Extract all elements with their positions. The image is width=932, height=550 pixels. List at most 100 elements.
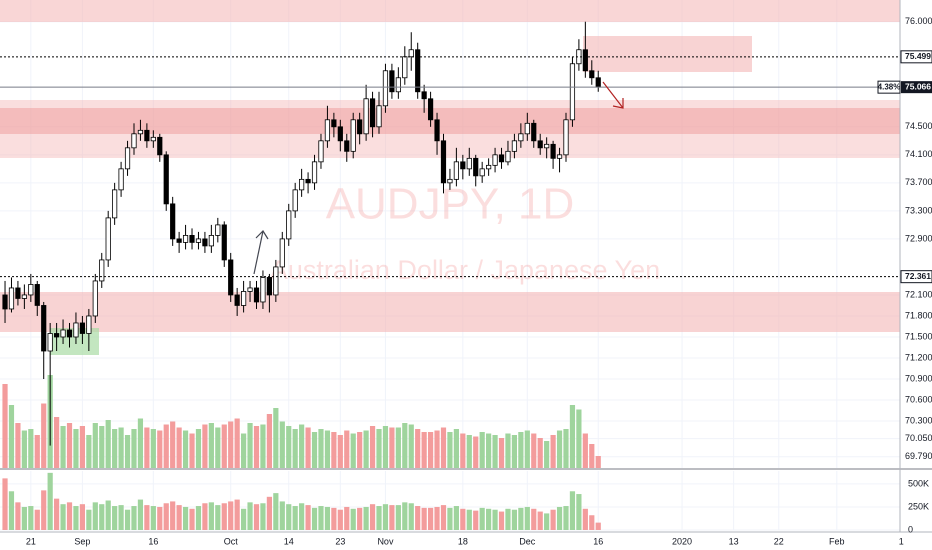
volume-overlay-bar <box>473 436 479 468</box>
volume-overlay-bar <box>34 435 40 468</box>
candle-body <box>524 122 530 135</box>
x-tick-label: 14 <box>284 536 294 546</box>
volume-bar <box>563 506 569 530</box>
volume-overlay-bar <box>228 421 234 468</box>
volume-overlay-bar <box>427 432 434 468</box>
candle-body <box>66 329 73 338</box>
candle-body <box>292 189 298 212</box>
volume-bar <box>434 506 440 530</box>
y-tick-label: 71.500 <box>905 331 932 341</box>
candle-body <box>402 56 408 79</box>
candle-body <box>537 140 543 149</box>
volume-bar <box>544 513 550 530</box>
volume-bar <box>15 502 21 530</box>
volume-overlay-bar <box>447 432 453 468</box>
volume-overlay-bar <box>86 435 92 468</box>
volume-bar <box>389 505 395 530</box>
candle-body <box>189 235 195 243</box>
candle-body <box>253 287 260 303</box>
candle-body <box>447 178 453 184</box>
candle-body <box>440 140 447 184</box>
volume-bar <box>28 506 34 530</box>
zone <box>0 0 900 22</box>
candle-body <box>241 291 247 306</box>
volume-bar <box>131 506 137 530</box>
volume-bar <box>260 503 266 530</box>
candle-body <box>505 150 511 163</box>
volume-bar <box>79 504 86 530</box>
volume-overlay-bar <box>176 427 182 468</box>
volume-overlay-bar <box>421 432 427 468</box>
volume-bar <box>202 503 208 530</box>
volume-bar <box>299 503 305 530</box>
y-tick-label: 70.900 <box>905 373 932 383</box>
volume-bar <box>253 504 260 530</box>
volume-overlay-bar <box>2 384 8 468</box>
candle-body <box>318 140 324 163</box>
volume-overlay-bar <box>305 427 311 468</box>
candle-body <box>389 70 395 93</box>
x-tick-label: 23 <box>335 536 345 546</box>
y-tick-label: 72.900 <box>905 233 932 243</box>
drawings: AUDJPY, 1D Australian Dollar / Japanese … <box>0 0 900 355</box>
volume-overlay-bar <box>376 429 382 468</box>
candle-body <box>589 70 595 79</box>
candle-body <box>395 77 401 93</box>
volume-bar <box>73 506 79 530</box>
volume-bar <box>47 472 53 530</box>
candle-body <box>453 161 459 180</box>
volume-overlay-bar <box>550 435 556 468</box>
volume-bar <box>34 509 40 530</box>
volume-overlay-bar <box>215 427 221 468</box>
volume-overlay-bar <box>286 426 292 468</box>
y-tick-label: 74.500 <box>905 121 932 131</box>
volume-overlay-bar <box>318 429 324 468</box>
volume-bar <box>466 509 472 530</box>
volume-overlay-bar <box>350 433 356 468</box>
volume-bar <box>189 508 195 530</box>
volume-overlay-bar <box>54 417 60 468</box>
candle-body <box>15 287 21 299</box>
y-tick-label: 74.100 <box>905 149 932 159</box>
volume-bar <box>363 506 369 530</box>
candle-body <box>131 133 137 149</box>
volume-bar <box>589 515 595 530</box>
price-label: 75.066 <box>905 81 931 91</box>
candle-body <box>434 119 440 142</box>
candle-body <box>479 168 485 177</box>
change-tag-box <box>877 80 901 94</box>
volume-bar <box>344 506 350 530</box>
volume-overlay-bar <box>253 426 260 468</box>
volume-bar <box>337 509 343 530</box>
zone <box>0 292 900 332</box>
volume-bar <box>137 499 144 530</box>
volume-overlay-bar <box>576 409 582 468</box>
volume-overlay-bar <box>260 424 266 468</box>
volume-bar <box>305 505 311 530</box>
volume-bar <box>157 506 163 530</box>
price-label-box <box>900 270 932 284</box>
y-tick-label: 70.600 <box>905 394 932 404</box>
volume-overlay-bar <box>531 433 537 468</box>
volume-tick-label: 0 <box>908 524 913 534</box>
volume-bar <box>569 491 576 530</box>
volume-overlay-bar <box>144 427 150 468</box>
y-tick-label: 72.100 <box>905 289 932 299</box>
volume-overlay-bar <box>415 429 421 468</box>
x-tick-label: 2020 <box>672 536 692 546</box>
price-label-box <box>900 50 932 64</box>
y-tick-label: 71.800 <box>905 310 932 320</box>
candle-body <box>8 287 15 310</box>
candle-body <box>234 294 240 306</box>
candle-body <box>427 98 434 121</box>
candle-body <box>286 210 292 240</box>
watermark-subtitle: Australian Dollar / Japanese Yen <box>270 255 660 285</box>
volume-overlay-bar <box>408 424 414 468</box>
x-tick-label: 16 <box>593 536 603 546</box>
candle-body <box>157 136 163 156</box>
volume-bar <box>447 507 453 530</box>
volume-overlay-bar <box>563 429 569 468</box>
candle-body <box>99 259 105 282</box>
volume-overlay-bar <box>453 429 459 468</box>
